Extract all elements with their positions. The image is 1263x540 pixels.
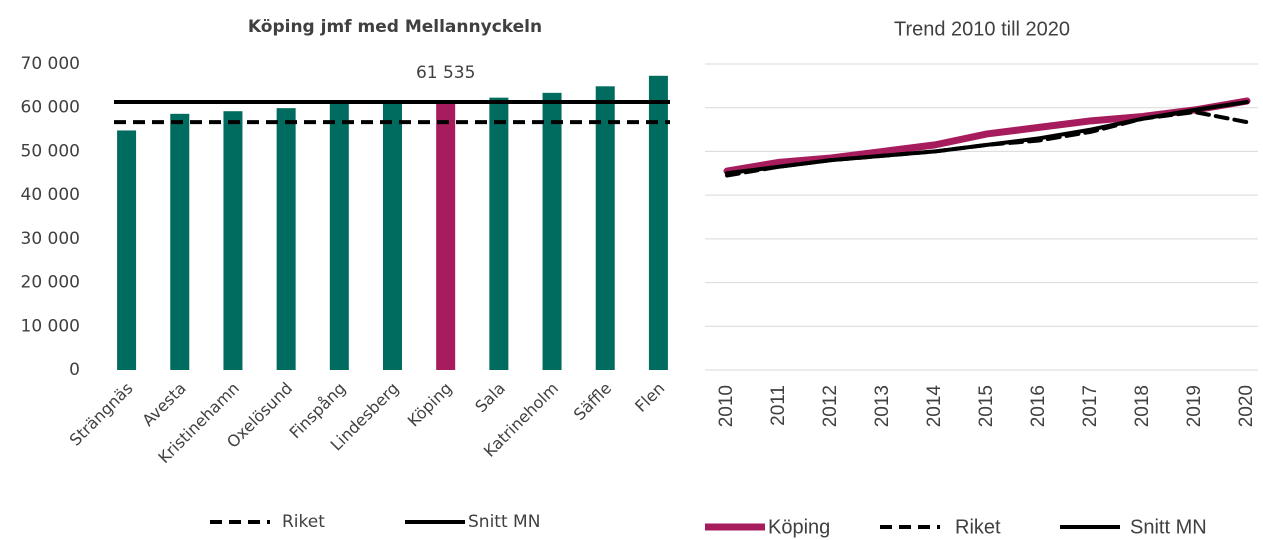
x-tick-label: Strängnäs [66,379,137,450]
legend-label: Köping [768,516,830,538]
bar [170,113,190,370]
legend-label: Riket [955,516,1001,538]
legend-label: Snitt MN [468,512,540,532]
chart-title: Trend 2010 till 2020 [894,18,1070,40]
y-tick-label: 30 000 [21,229,80,249]
series-line [725,100,1249,176]
bar [223,111,243,370]
x-tick-label: 2015 [976,385,997,427]
bar [542,92,562,370]
y-tick-label: 20 000 [21,273,80,293]
y-tick-label: 0 [69,360,80,380]
bar [329,102,349,371]
legend-label: Snitt MN [1130,516,1207,538]
y-tick-label: 50 000 [21,141,80,161]
legend-label: Riket [282,512,325,532]
bar [648,75,668,370]
y-tick-label: 40 000 [21,185,80,205]
x-tick-label: 2014 [924,385,945,428]
bar [117,130,137,370]
bar [436,101,456,370]
x-tick-label: 2010 [716,385,737,427]
bar [276,108,296,370]
x-tick-label: 2017 [1080,385,1101,427]
series-line [723,97,1251,175]
x-tick-label: 2011 [768,385,789,426]
bar [595,86,615,371]
x-tick-label: 2016 [1028,385,1049,427]
y-tick-label: 70 000 [21,54,80,74]
x-tick-label: 2019 [1184,385,1205,427]
bar [383,102,402,370]
x-tick-label: Säffle [570,379,615,424]
x-tick-label: 2020 [1236,385,1257,427]
chart-title: Köping jmf med Mellannyckeln [248,17,542,37]
x-tick-label: Flen [631,379,668,416]
x-tick-label: Sala [471,379,509,417]
x-tick-label: 2013 [872,385,893,427]
x-tick-label: Avesta [138,379,189,430]
bar [489,97,509,370]
x-tick-label: 2012 [820,385,841,427]
x-tick-label: Köping [404,379,456,431]
y-tick-label: 10 000 [21,316,80,336]
x-tick-label: 2018 [1132,385,1153,427]
y-tick-label: 60 000 [21,98,80,118]
value-label: 61 535 [416,63,475,83]
